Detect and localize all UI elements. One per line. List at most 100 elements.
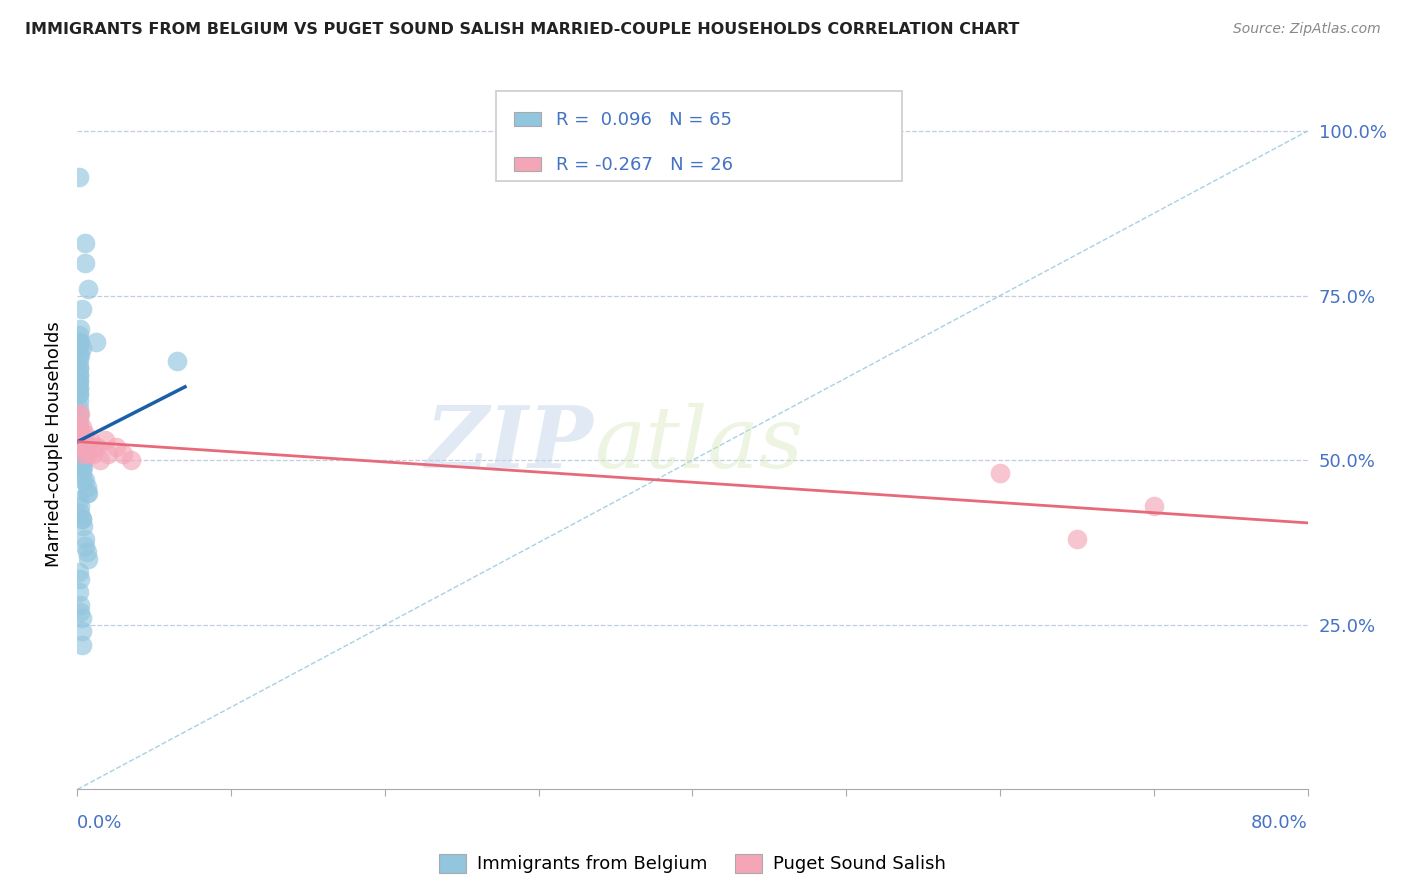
Point [84, 334, 107, 349]
Point [104, 440, 127, 454]
Point [82, 447, 104, 461]
Point [67, 328, 90, 343]
Point [70, 453, 93, 467]
Point [67, 426, 90, 441]
Text: R = -0.267   N = 26: R = -0.267 N = 26 [555, 156, 733, 174]
Point [94, 434, 117, 448]
Point [70, 467, 93, 481]
Point [67, 381, 90, 395]
Point [70, 440, 93, 454]
Point [67, 381, 90, 395]
Point [73, 426, 96, 441]
Y-axis label: Married-couple Households: Married-couple Households [45, 321, 63, 566]
Point [112, 447, 135, 461]
Point [70, 512, 93, 526]
FancyBboxPatch shape [515, 112, 541, 126]
Point [86, 440, 108, 454]
Point [67, 440, 90, 454]
Text: Source: ZipAtlas.com: Source: ZipAtlas.com [1233, 22, 1381, 37]
Point [69, 598, 91, 612]
Text: atlas: atlas [595, 402, 803, 485]
Point [120, 453, 142, 467]
Point [83, 440, 105, 454]
Point [67, 354, 90, 368]
Point [67, 401, 90, 415]
Point [67, 426, 90, 441]
Point [69, 500, 91, 514]
Point [73, 256, 96, 270]
Point [166, 354, 188, 368]
Point [69, 321, 91, 335]
Point [97, 447, 120, 461]
Point [69, 572, 91, 586]
Point [72, 434, 94, 448]
Point [67, 334, 90, 349]
Point [69, 407, 91, 421]
Point [67, 394, 90, 409]
Legend: Immigrants from Belgium, Puget Sound Salish: Immigrants from Belgium, Puget Sound Sal… [432, 847, 953, 880]
Point [1143, 500, 1166, 514]
Point [67, 447, 90, 461]
Point [67, 434, 90, 448]
Point [67, 440, 90, 454]
Point [67, 361, 90, 376]
Point [67, 374, 90, 388]
Point [69, 440, 91, 454]
Point [72, 459, 94, 474]
Point [67, 387, 90, 401]
Point [77, 447, 100, 461]
Point [67, 348, 90, 362]
Point [69, 334, 91, 349]
Point [67, 368, 90, 382]
Point [69, 605, 91, 619]
Point [89, 453, 111, 467]
Point [76, 486, 98, 500]
Text: ZIP: ZIP [426, 402, 595, 485]
Point [70, 611, 93, 625]
Point [69, 426, 91, 441]
Point [67, 407, 90, 421]
Point [988, 467, 1011, 481]
Point [67, 492, 90, 507]
Text: IMMIGRANTS FROM BELGIUM VS PUGET SOUND SALISH MARRIED-COUPLE HOUSEHOLDS CORRELAT: IMMIGRANTS FROM BELGIUM VS PUGET SOUND S… [25, 22, 1019, 37]
Text: 80.0%: 80.0% [1251, 814, 1308, 831]
FancyBboxPatch shape [496, 91, 901, 181]
Point [67, 387, 90, 401]
Point [70, 341, 93, 355]
Point [67, 374, 90, 388]
Point [1066, 533, 1088, 547]
Point [67, 585, 90, 599]
Point [67, 341, 90, 355]
Point [76, 479, 98, 493]
Point [69, 348, 91, 362]
Point [70, 459, 93, 474]
Point [67, 434, 90, 448]
Point [67, 420, 90, 434]
Point [77, 282, 100, 296]
Point [70, 512, 93, 526]
Point [76, 440, 98, 454]
Point [69, 506, 91, 520]
Point [72, 473, 94, 487]
Point [76, 545, 98, 559]
Point [67, 414, 90, 428]
Point [70, 420, 93, 434]
Point [77, 486, 100, 500]
Point [79, 434, 101, 448]
Point [73, 539, 96, 553]
Point [72, 453, 94, 467]
Point [67, 170, 90, 185]
Point [73, 235, 96, 250]
Point [67, 361, 90, 376]
Point [73, 473, 96, 487]
Point [72, 519, 94, 533]
Point [67, 368, 90, 382]
Text: R =  0.096   N = 65: R = 0.096 N = 65 [555, 111, 733, 129]
Point [77, 552, 100, 566]
Point [72, 447, 94, 461]
Point [67, 565, 90, 579]
Point [73, 533, 96, 547]
Text: 0.0%: 0.0% [77, 814, 122, 831]
Point [67, 420, 90, 434]
Point [70, 638, 93, 652]
